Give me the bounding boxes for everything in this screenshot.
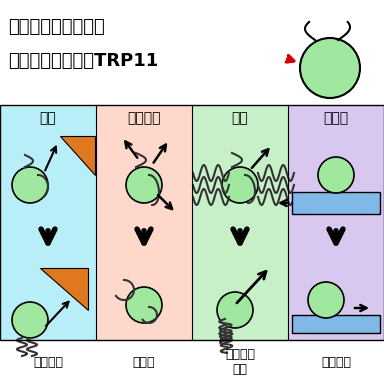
Text: せん断力: せん断力 — [127, 111, 161, 125]
Circle shape — [126, 167, 162, 203]
Circle shape — [308, 282, 344, 318]
Bar — [0, 0, 384, 105]
Text: 衝突: 衝突 — [40, 111, 56, 125]
Text: 滑走開始: 滑走開始 — [321, 356, 351, 369]
Text: 振動: 振動 — [232, 111, 248, 125]
Bar — [292, 315, 380, 333]
Bar — [96, 105, 192, 340]
Circle shape — [12, 167, 48, 203]
Text: 機械刺激を感じるTRP11: 機械刺激を感じるTRP11 — [8, 52, 158, 70]
Polygon shape — [60, 136, 95, 175]
Circle shape — [217, 292, 253, 328]
Bar — [0, 105, 384, 340]
Bar — [288, 105, 384, 340]
Circle shape — [318, 157, 354, 193]
Text: 引張り: 引張り — [323, 111, 349, 125]
Text: 脱繊毛: 脱繊毛 — [133, 356, 155, 369]
Text: 後退遊泳: 後退遊泳 — [33, 356, 63, 369]
Circle shape — [300, 38, 360, 98]
Polygon shape — [40, 268, 88, 310]
Bar — [0, 105, 96, 340]
Circle shape — [222, 167, 258, 203]
Bar — [192, 105, 288, 340]
Circle shape — [126, 287, 162, 323]
Text: 遊泳速度
上昇: 遊泳速度 上昇 — [225, 348, 255, 376]
Circle shape — [12, 302, 48, 338]
Text: さまざまなタイプの: さまざまなタイプの — [8, 18, 105, 36]
Bar — [292, 192, 380, 214]
